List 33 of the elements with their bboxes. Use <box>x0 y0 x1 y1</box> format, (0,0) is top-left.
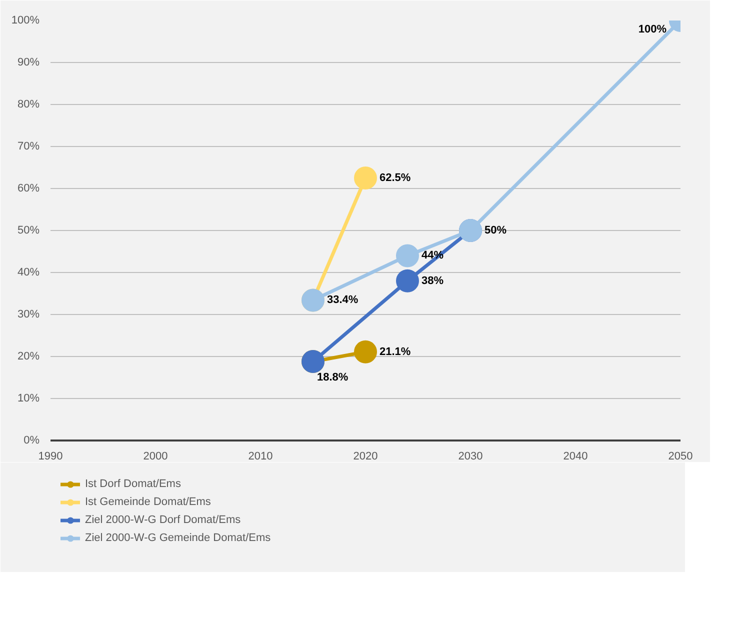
y-tick-label: 60% <box>17 182 40 194</box>
data-label: 62.5% <box>380 172 411 184</box>
x-tick-label: 2030 <box>458 450 483 462</box>
x-tick-label: 2020 <box>353 450 378 462</box>
legend-label: Ist Dorf Domat/Ems <box>85 477 181 491</box>
data-label: 33.4% <box>327 294 358 306</box>
y-tick-label: 80% <box>17 98 40 110</box>
y-tick-label: 0% <box>24 434 40 446</box>
x-tick-label: 1990 <box>38 450 63 462</box>
data-label: 100% <box>638 24 667 36</box>
y-tick-label: 40% <box>17 266 40 278</box>
legend-label: Ziel 2000-W-G Dorf Domat/Ems <box>85 513 241 527</box>
legend-label: Ist Gemeinde Domat/Ems <box>85 495 211 509</box>
x-tick-label: 2050 <box>668 450 693 462</box>
data-label: 38% <box>422 274 444 287</box>
x-tick-label: 2010 <box>248 450 273 462</box>
y-tick-label: 30% <box>17 308 40 320</box>
data-label: 50% <box>484 224 507 236</box>
x-tick-label: 2040 <box>563 450 588 462</box>
y-tick-label: 50% <box>17 224 40 236</box>
point <box>396 244 419 268</box>
data-label: 21.1% <box>380 346 411 358</box>
y-tick-label: 20% <box>17 350 40 362</box>
point <box>354 340 377 364</box>
legend-label: Ziel 2000-W-G Gemeinde Domat/Ems <box>85 531 271 545</box>
y-tick-label: 100% <box>11 14 40 26</box>
y-tick-label: 10% <box>17 392 40 404</box>
point <box>396 269 419 292</box>
x-tick-label: 2000 <box>143 450 168 462</box>
data-label: 18.8% <box>317 372 348 384</box>
y-tick-label: 90% <box>17 56 40 68</box>
point <box>354 166 377 190</box>
y-tick-label: 70% <box>17 140 40 152</box>
